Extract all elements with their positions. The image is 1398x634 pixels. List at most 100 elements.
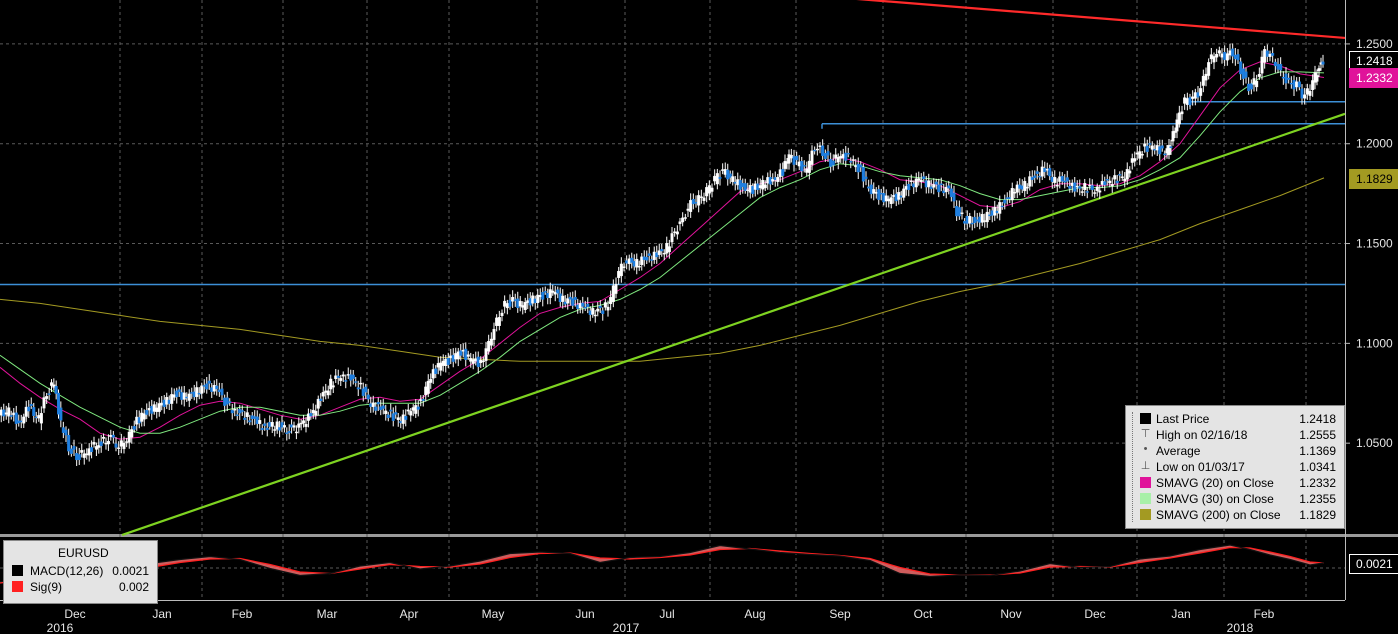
candle-body [314,410,318,416]
candle-body [147,408,151,411]
candle-body [1048,168,1052,177]
candle-body [1113,175,1117,180]
candle-body [1252,78,1256,85]
candle-body [952,192,956,202]
legend-row-signal: Sig(9) 0.002 [4,579,157,595]
candle-body [1180,111,1184,115]
year-tick-label: 2018 [1227,621,1254,634]
candle-body [864,176,868,179]
candle-body [968,216,972,224]
candle-body [280,422,284,428]
candle-body [1118,174,1122,176]
legend-value: 1.2418 [1299,412,1336,426]
legend-label: MACD(12,26) [30,564,104,578]
candle-body [268,422,272,427]
candle-body [899,195,903,198]
candle-body [1078,186,1082,189]
legend-value: 1.2355 [1299,492,1336,506]
candle-body [1284,73,1288,84]
candle-body [1065,177,1069,182]
macd-swatch [12,565,23,576]
candle-body [180,392,184,400]
candle-body [606,306,610,311]
month-tick-label: Dec [1084,607,1105,621]
candle-body [7,407,11,417]
candle-body [85,453,89,456]
legend-tree-line [1132,412,1139,522]
candle-body [856,163,860,173]
candle-body [1125,169,1129,180]
candle-body [909,180,913,182]
candle-body [217,389,221,393]
macd-line [0,544,1325,583]
candle-body [655,252,659,258]
month-tick-label: Mar [317,607,338,621]
candle-body [736,179,740,186]
candle-body [401,414,405,424]
candle-body [652,251,656,260]
candle-body [1120,176,1124,178]
candle-body [1175,119,1179,132]
candle-body [92,442,96,445]
candle-body [894,193,898,202]
candle-body [336,375,340,378]
candle-body [474,358,478,362]
legend-value: 0.0021 [112,564,149,578]
candle-body [321,392,325,397]
candle-body [889,197,893,204]
signal-swatch [12,581,23,592]
candle-body [718,176,722,179]
candle-body [331,385,335,388]
candle-body [404,416,408,420]
candle-body [461,349,465,352]
candle-body [346,374,350,376]
candle-body [846,153,850,155]
candle-body [200,385,204,394]
candle-body [728,173,732,178]
candle-body [162,399,166,407]
candle-body [571,298,575,306]
candle-body [185,396,189,399]
candle-body [733,181,737,184]
candle-body [699,196,703,198]
month-tick-label: Dec [64,607,85,621]
candle-body [64,429,68,436]
candle-body [481,360,485,362]
candle-body [127,431,131,443]
candle-body [329,378,333,390]
candle-body [746,189,750,191]
candle-body [1105,179,1109,181]
candle-body [379,406,383,411]
candle-body [306,413,310,421]
smavg30-swatch [1140,493,1151,504]
candle-body [551,290,555,293]
candle-body [511,297,515,302]
candle-body [132,426,136,430]
month-tick-label: Nov [1000,607,1021,621]
candle-body [596,308,600,312]
candle-body [409,411,413,416]
candle-body [155,407,159,412]
candle-body [386,414,390,418]
candle-body [1070,182,1074,186]
month-tick-label: Oct [914,607,933,621]
month-tick-label: Sep [829,607,851,621]
candle-body [826,151,830,156]
candle-body [195,387,199,397]
candle-body [713,175,717,182]
legend-row-low: ⊥ Low on 01/03/17 1.0341 [1126,459,1344,475]
candle-body [1058,176,1062,182]
candle-body [1138,151,1142,159]
average-marker-icon: • [1143,443,1148,455]
candle-body [456,351,460,360]
candle-body [424,386,428,396]
candle-body [354,381,358,383]
candle-body [42,397,46,409]
candle-body [1068,186,1072,189]
candle-body [563,301,567,305]
candle-body [795,155,799,161]
candle-body [431,369,435,379]
candle-body [902,188,906,198]
candle-body [248,420,252,423]
candle-body [1185,98,1189,105]
